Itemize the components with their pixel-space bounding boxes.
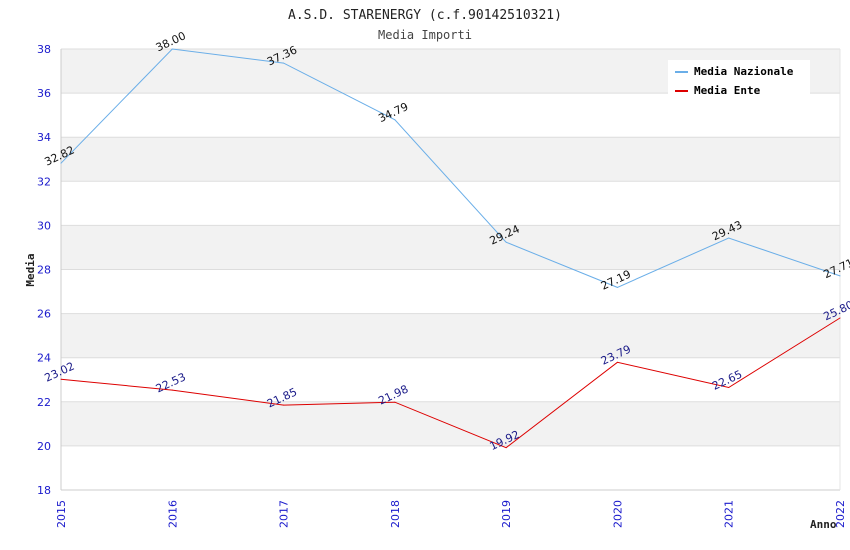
data-point [728,237,730,239]
y-axis-label: Media [24,253,37,286]
y-tick-label: 18 [37,484,51,497]
x-tick-label: 2015 [55,500,68,528]
y-tick-label: 32 [37,175,51,188]
plot-band [61,225,840,270]
axes [60,49,841,491]
plot-band [61,313,840,358]
plot-band [61,401,840,446]
y-axis-ticks: 18 20 22 24 26 28 30 32 34 36 38 [37,43,51,497]
legend: Media Nazionale Media Ente [668,60,810,97]
y-tick-label: 22 [37,396,51,409]
series-lines [60,48,841,449]
plot-band [61,357,840,402]
y-tick-label: 38 [37,43,51,56]
y-tick-label: 24 [37,352,51,365]
plot-band [61,445,840,490]
data-point [283,62,285,64]
y-tick-label: 28 [37,264,51,277]
x-axis-label: Anno [810,518,837,531]
x-tick-label: 2021 [723,500,736,528]
chart-title: A.S.D. STARENERGY (c.f.90142510321) [288,8,562,23]
legend-label-media-ente: Media Ente [694,84,761,97]
data-point [505,241,507,243]
data-point [394,119,396,121]
data-point [616,286,618,288]
x-tick-label: 2016 [166,500,179,528]
x-tick-label: 2017 [278,500,291,528]
x-tick-label: 2020 [611,500,624,528]
data-point [171,48,173,50]
legend-box [668,60,810,96]
data-point [60,378,62,380]
data-point [171,389,173,391]
data-point [283,404,285,406]
x-axis-ticks: 2015 2016 2017 2018 2019 2020 2021 2022 [55,500,847,528]
y-tick-label: 34 [37,131,51,144]
data-point [616,361,618,363]
data-point [839,275,841,277]
plot-background [61,49,840,490]
plot-band [61,269,840,314]
x-tick-label: 2019 [500,500,513,528]
y-tick-label: 20 [37,440,51,453]
plot-band [61,93,840,138]
series-line-0 [60,48,841,288]
data-point [728,386,730,388]
plot-band [61,181,840,226]
x-tick-label: 2018 [389,500,402,528]
data-point [505,447,507,449]
data-point [394,401,396,403]
data-point [839,317,841,319]
plot-band [61,137,840,182]
chart-subtitle: Media Importi [378,28,472,42]
legend-label-media-nazionale: Media Nazionale [694,65,794,78]
y-tick-label: 36 [37,87,51,100]
series-line-1 [60,317,841,449]
y-tick-label: 30 [37,219,51,232]
y-tick-label: 26 [37,308,51,321]
data-point [60,162,62,164]
x-tick-label: 2022 [834,500,847,528]
